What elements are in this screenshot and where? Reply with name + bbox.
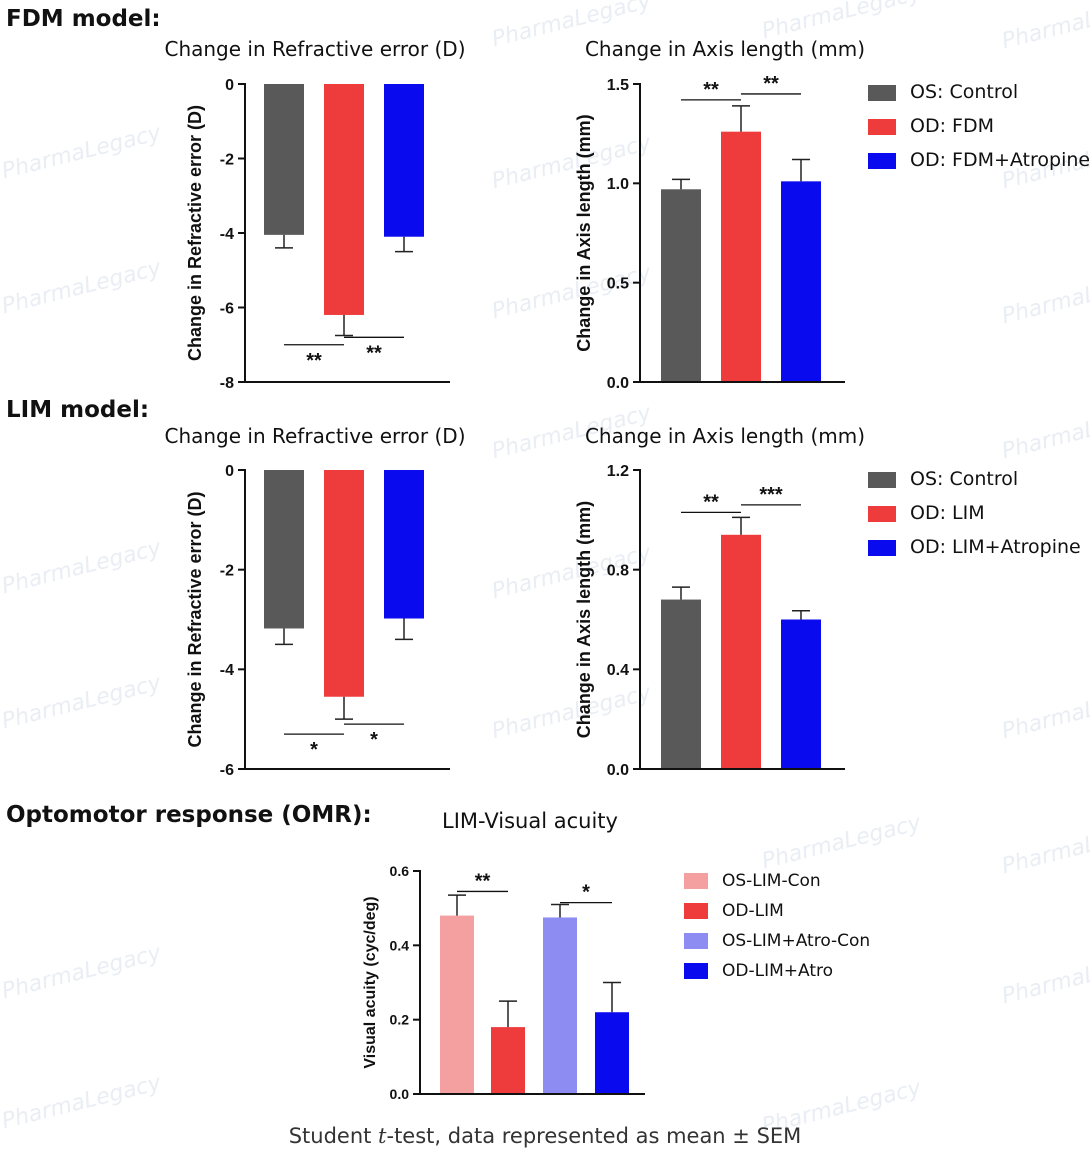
y-tick-label: 1.0: [607, 176, 629, 193]
y-tick-label: 0.5: [607, 275, 629, 292]
legend-label: OD: FDM+Atropine: [910, 149, 1090, 171]
legend-label: OS-LIM-Con: [722, 871, 821, 891]
significance-label: *: [582, 882, 590, 904]
y-tick-label: 0.4: [607, 662, 629, 679]
chart-title: LIM-Visual acuity: [442, 809, 618, 833]
bar-2: [324, 84, 364, 315]
bar-2: [721, 534, 761, 769]
bar-2: [721, 131, 761, 382]
legend-swatch: [684, 963, 708, 979]
chart-lim_refractive: Change in Refractive error (D) Change in …: [164, 424, 465, 779]
y-tick-label: 0.0: [607, 762, 629, 779]
y-tick-label: -4: [220, 226, 234, 243]
bar-4: [595, 1012, 629, 1094]
omr-section-title: Optomotor response (OMR):: [6, 802, 372, 828]
y-axis-label: Visual acuity (cyc/deg): [362, 896, 379, 1068]
legend: OS: Control OD: FDM OD: FDM+Atropine: [868, 81, 1090, 171]
significance-label: *: [370, 729, 378, 751]
legend-label: OD: LIM+Atropine: [910, 536, 1081, 558]
y-tick-label: 1.2: [607, 463, 629, 480]
bar-1: [264, 84, 304, 235]
bar-3: [384, 470, 424, 619]
legend-label: OS: Control: [910, 81, 1018, 103]
y-tick-label: -6: [220, 762, 234, 779]
legend-swatch: [868, 540, 896, 556]
legend-label: OS: Control: [910, 468, 1018, 490]
legend-swatch: [868, 472, 896, 488]
significance-label: **: [703, 79, 719, 101]
footer-prefix: Student: [288, 1124, 379, 1148]
y-tick-label: -6: [220, 300, 234, 317]
bar-1: [661, 599, 701, 769]
legend-swatch: [868, 85, 896, 101]
fdm-section-title: FDM model:: [6, 6, 161, 32]
y-tick-label: 0.0: [607, 375, 629, 392]
bar-2: [324, 470, 364, 697]
y-tick-label: 0.2: [390, 1012, 410, 1028]
legend-label: OS-LIM+Atro-Con: [722, 931, 870, 951]
bar-3: [781, 181, 821, 382]
y-tick-label: 0.6: [390, 863, 410, 879]
legend: OS: Control OD: LIM OD: LIM+Atropine: [868, 468, 1081, 558]
bar-1: [661, 189, 701, 382]
y-tick-label: 0.8: [607, 562, 629, 579]
y-tick-label: 0.4: [390, 937, 410, 953]
legend-label: OD: FDM: [910, 115, 994, 137]
y-tick-label: 0: [225, 463, 234, 480]
significance-label: ***: [759, 484, 783, 506]
bar-1: [440, 915, 474, 1094]
legend-label: OD-LIM+Atro: [722, 961, 833, 981]
y-axis-label: Change in Axis length (mm): [574, 114, 594, 351]
lim-section-title: LIM model:: [6, 397, 150, 423]
legend-label: OD-LIM: [722, 901, 784, 921]
y-tick-label: 0.0: [390, 1086, 410, 1102]
chart-omr_visual_acuity: LIM-Visual acuity Visual acuity (cyc/deg)…: [362, 809, 870, 1102]
bar-3: [543, 917, 577, 1094]
significance-label: **: [306, 350, 322, 372]
y-tick-label: 0: [225, 77, 234, 94]
y-axis-label: Change in Refractive error (D): [185, 491, 205, 747]
significance-label: **: [475, 870, 491, 892]
significance-label: **: [366, 342, 382, 364]
bar-2: [491, 1027, 525, 1094]
legend-swatch: [684, 933, 708, 949]
chart-lim_axis: Change in Axis length (mm) Change in Axis…: [574, 424, 1081, 779]
bar-1: [264, 470, 304, 629]
y-axis-label: Change in Refractive error (D): [185, 105, 205, 361]
y-axis-label: Change in Axis length (mm): [574, 501, 594, 738]
footer-suffix: -test, data represented as mean ± SEM: [386, 1124, 802, 1148]
legend-swatch: [684, 873, 708, 889]
legend-swatch: [868, 119, 896, 135]
bar-3: [781, 619, 821, 769]
bar-3: [384, 84, 424, 237]
significance-label: **: [703, 491, 719, 513]
significance-label: *: [310, 739, 318, 761]
legend-swatch: [868, 506, 896, 522]
footer-t: t: [378, 1124, 387, 1148]
chart-title: Change in Axis length (mm): [585, 37, 865, 61]
chart-title: Change in Refractive error (D): [164, 37, 465, 61]
legend-swatch: [684, 903, 708, 919]
y-tick-label: -4: [220, 662, 234, 679]
footer-caption: Student t-test, data represented as mean…: [0, 1124, 1090, 1148]
y-tick-label: -8: [220, 375, 234, 392]
legend-label: OD: LIM: [910, 502, 985, 524]
chart-title: Change in Axis length (mm): [585, 424, 865, 448]
chart-fdm_refractive: Change in Refractive error (D) Change in …: [164, 37, 465, 392]
y-tick-label: 1.5: [607, 77, 629, 94]
y-tick-label: -2: [220, 151, 234, 168]
y-tick-label: -2: [220, 562, 234, 579]
chart-title: Change in Refractive error (D): [164, 424, 465, 448]
chart-fdm_axis: Change in Axis length (mm) Change in Axis…: [574, 37, 1090, 392]
legend: OS-LIM-Con OD-LIM OS-LIM+Atro-Con OD-LIM+At…: [684, 871, 870, 981]
legend-swatch: [868, 153, 896, 169]
significance-label: **: [763, 73, 779, 95]
